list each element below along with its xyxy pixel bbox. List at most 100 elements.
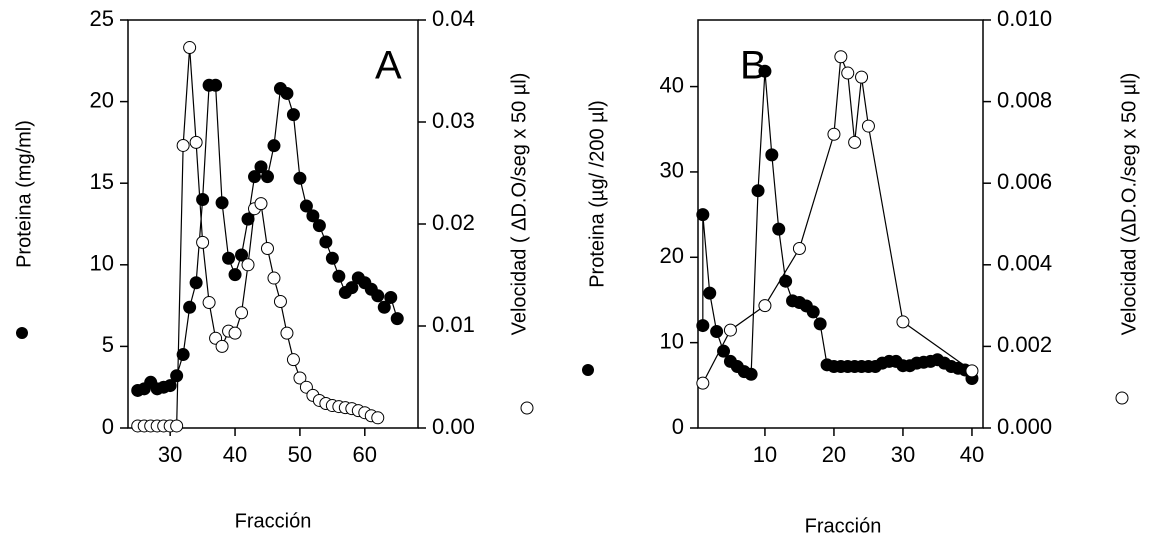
data-point [710, 325, 724, 339]
data-point [965, 364, 979, 378]
x-tick-label: 30 [158, 442, 182, 467]
data-point [306, 209, 320, 223]
y2-axis-label: Velocidad ( ΔD.O/seg x 50 µl) [508, 73, 530, 336]
data-point [248, 170, 262, 184]
data-point [841, 66, 855, 80]
x-tick-label: 30 [891, 442, 915, 467]
legend-symbol-filled [582, 364, 594, 376]
x-tick-label: 40 [960, 442, 984, 467]
y2-tick-label: 0.01 [432, 312, 475, 337]
y-axis-label: Proteina (mg/ml) [13, 120, 35, 268]
data-point [345, 281, 359, 295]
data-point [183, 300, 197, 314]
data-point [779, 274, 793, 288]
x-tick-label: 20 [822, 442, 846, 467]
y2-tick-label: 0.008 [997, 87, 1052, 112]
data-point [260, 170, 274, 184]
y-tick-label: 15 [90, 169, 114, 194]
data-point [813, 317, 827, 331]
data-point [896, 315, 910, 329]
data-point [170, 369, 184, 383]
data-point [377, 300, 391, 314]
y-tick-label: 0 [672, 414, 684, 439]
y-tick-label: 10 [90, 251, 114, 276]
data-point [703, 286, 717, 300]
data-point [332, 269, 346, 283]
legend-symbol-filled [16, 327, 28, 339]
data-point [280, 86, 294, 100]
data-point [312, 219, 326, 233]
data-point [390, 312, 404, 326]
y-tick-label: 20 [90, 87, 114, 112]
data-point [293, 371, 307, 385]
data-point [280, 326, 294, 340]
data-point [183, 41, 197, 55]
data-point [202, 296, 216, 310]
y-tick-label: 30 [660, 158, 684, 183]
y2-tick-label: 0.04 [432, 6, 475, 31]
data-point [215, 196, 229, 210]
x-tick-label: 50 [288, 442, 312, 467]
data-point [176, 348, 190, 362]
data-point [723, 323, 737, 337]
data-point [286, 108, 300, 122]
data-point [806, 305, 820, 319]
data-point [215, 339, 229, 353]
data-point [371, 411, 385, 425]
data-point [861, 119, 875, 133]
data-point [267, 271, 281, 285]
data-point [758, 299, 772, 313]
data-point [196, 193, 210, 207]
y-tick-label: 40 [660, 72, 684, 97]
data-point [189, 135, 203, 149]
data-point [189, 276, 203, 290]
data-point [241, 212, 255, 226]
plot-frame [697, 19, 984, 429]
y-tick-label: 10 [660, 328, 684, 353]
y2-tick-label: 0.004 [997, 251, 1052, 276]
data-point [696, 208, 710, 222]
data-point [196, 235, 210, 249]
y-tick-label: 25 [90, 6, 114, 31]
y-tick-label: 5 [102, 332, 114, 357]
data-point [254, 197, 268, 211]
y2-tick-label: 0.03 [432, 108, 475, 133]
data-point [299, 199, 313, 213]
y2-tick-label: 0.02 [432, 210, 475, 235]
series-line [702, 71, 973, 379]
y2-tick-label: 0.002 [997, 332, 1052, 357]
legend-symbol-open [520, 401, 534, 415]
data-point [228, 268, 242, 282]
data-point [235, 248, 249, 262]
data-point [751, 184, 765, 198]
data-point [163, 379, 177, 393]
y2-tick-label: 0.00 [432, 414, 475, 439]
data-point [827, 127, 841, 141]
x-axis-label: Fracción [805, 515, 882, 537]
data-point [176, 138, 190, 152]
data-point [170, 419, 184, 433]
legend-symbol-open [1115, 391, 1129, 405]
series-line [137, 84, 398, 392]
y2-tick-label: 0.000 [997, 414, 1052, 439]
data-point [260, 241, 274, 255]
x-tick-label: 60 [353, 442, 377, 467]
series-line [702, 56, 973, 384]
data-point [371, 289, 385, 303]
data-point [235, 306, 249, 320]
data-point [696, 376, 710, 390]
x-axis-label: Fracción [235, 510, 312, 532]
data-point [696, 319, 710, 333]
data-point [848, 135, 862, 149]
data-point [254, 160, 268, 174]
y-tick-label: 0 [102, 414, 114, 439]
data-point [772, 222, 786, 236]
x-tick-label: 40 [223, 442, 247, 467]
data-point [241, 258, 255, 272]
y2-tick-label: 0.010 [997, 6, 1052, 31]
data-point [325, 251, 339, 265]
data-point [209, 78, 223, 92]
data-point [744, 367, 758, 381]
data-point [222, 251, 236, 265]
